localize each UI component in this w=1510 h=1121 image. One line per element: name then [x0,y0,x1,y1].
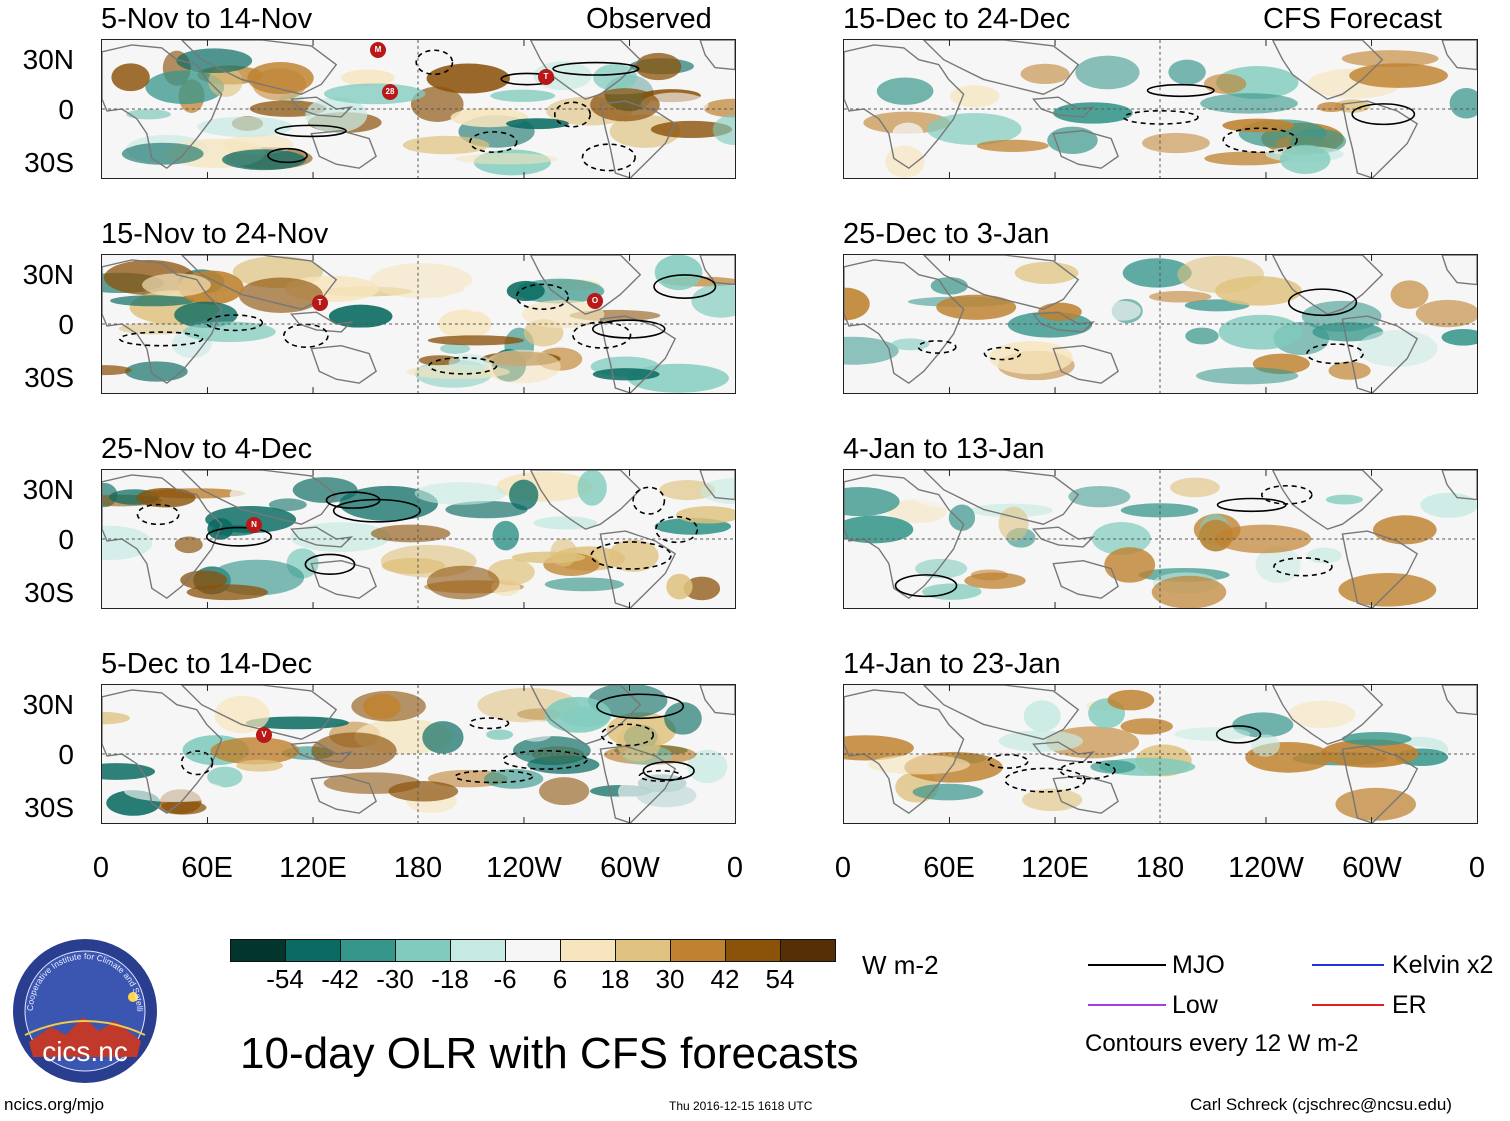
olr-map [102,255,735,393]
y-tick-30n: 30N [22,689,74,720]
y-tick-30s: 30S [24,362,74,393]
x-tick: 120E [279,852,347,884]
colorbar-tick-label: -30 [376,964,414,994]
panel-title-observed-1: 5-Nov to 14-Nov [101,3,313,35]
map-panel-observed-1 [101,39,736,179]
olr-map [102,470,735,608]
colorbar-swatch [780,939,836,962]
olr-map [844,40,1477,178]
map-panel-forecast-4 [843,684,1478,824]
y-tick-30n: 30N [22,474,74,505]
storm-marker: V [256,727,272,743]
colorbar-swatch [615,939,671,962]
map-panel-forecast-2 [843,254,1478,394]
map-panel-observed-3 [101,469,736,609]
panel-title-forecast-1: 15-Dec to 24-Dec [843,3,1071,35]
y-tick-30s: 30S [24,577,74,608]
footer-credit: Carl Schreck (cjschrec@ncsu.edu) [1190,1095,1452,1114]
panel-title-observed-2: 15-Nov to 24-Nov [101,218,329,250]
y-tick-30s: 30S [24,792,74,823]
y-tick-0: 0 [58,739,74,770]
legend-er: ER [1392,991,1427,1019]
olr-map [844,685,1477,823]
colorbar-tick-label: -54 [266,964,304,994]
colorbar-swatch [230,939,286,962]
x-tick: 120W [1228,852,1304,884]
x-tick: 180 [1135,852,1185,884]
panel-title-forecast-4: 14-Jan to 23-Jan [843,648,1061,680]
footer-url: ncics.org/mjo [4,1095,105,1114]
cfs-forecast-label: CFS Forecast [1263,3,1442,35]
panel-title-observed-4: 5-Dec to 14-Dec [101,648,313,680]
x-tick: 180 [393,852,443,884]
storm-marker: T [312,295,328,311]
x-tick: 60E [181,852,233,884]
storm-marker: M [370,42,386,58]
y-tick-0: 0 [58,94,74,125]
x-tick: 0 [726,852,744,884]
map-panel-forecast-1 [843,39,1478,179]
storm-marker: O [587,293,603,309]
colorbar-swatch [285,939,341,962]
kelvin-line-icon [1312,964,1384,966]
x-tick: 120W [486,852,562,884]
x-tick: 60E [923,852,975,884]
map-panel-observed-2 [101,254,736,394]
storm-marker: 28 [382,84,398,100]
er-line-icon [1312,1004,1384,1006]
y-tick-30n: 30N [22,259,74,290]
y-tick-30s: 30S [24,147,74,178]
y-tick-30n: 30N [22,44,74,75]
colorbar-swatch [395,939,451,962]
panel-title-observed-3: 25-Nov to 4-Dec [101,433,313,465]
x-tick: 120E [1021,852,1089,884]
low-line-icon [1088,1004,1166,1006]
colorbar-tick-label: 6 [552,964,568,994]
y-tick-0: 0 [58,524,74,555]
x-tick: 0 [834,852,852,884]
colorbar-tick-label: 30 [655,964,685,994]
legend-contours-note: Contours every 12 W m-2 [1085,1030,1359,1057]
y-tick-0: 0 [58,309,74,340]
x-tick: 0 [92,852,110,884]
logo-text: cics.nc [42,1036,128,1067]
x-tick: 60W [1342,852,1402,884]
colorbar-tick-label: 54 [765,964,795,994]
olr-map [102,40,735,178]
colorbar-swatch [725,939,781,962]
colorbar-tick-label: 18 [600,964,630,994]
map-panel-forecast-3 [843,469,1478,609]
colorbar-units: W m-2 [862,950,939,980]
cics-logo-graphic: Cooperative Institute for Climate and Sa… [9,929,157,1083]
panel-title-forecast-3: 4-Jan to 13-Jan [843,433,1045,465]
colorbar-tick-label: 42 [710,964,740,994]
legend-low: Low [1172,991,1218,1019]
olr-map [844,470,1477,608]
colorbar-swatch [560,939,616,962]
colorbar-tick-label: -6 [493,964,517,994]
panel-title-forecast-2: 25-Dec to 3-Jan [843,218,1050,250]
storm-marker: T [538,69,554,85]
observed-label: Observed [586,3,712,35]
colorbar-swatch [505,939,561,962]
colorbar-tick-label: -18 [431,964,469,994]
legend-mjo: MJO [1172,951,1225,979]
x-tick: 0 [1468,852,1486,884]
olr-map [844,255,1477,393]
legend-kelvin: Kelvin x2 [1392,951,1494,979]
olr-map [102,685,735,823]
colorbar-swatch [340,939,396,962]
cics-logo: Cooperative Institute for Climate and Sa… [9,929,159,1085]
x-tick: 60W [600,852,660,884]
colorbar-swatch [670,939,726,962]
colorbar-tick-label: -42 [321,964,359,994]
footer-timestamp: Thu 2016-12-15 1618 UTC [669,1099,813,1113]
storm-marker: N [246,517,262,533]
map-panel-observed-4 [101,684,736,824]
figure-title: 10-day OLR with CFS forecasts [240,1029,859,1078]
colorbar-swatch [450,939,506,962]
mjo-line-icon [1088,964,1166,966]
